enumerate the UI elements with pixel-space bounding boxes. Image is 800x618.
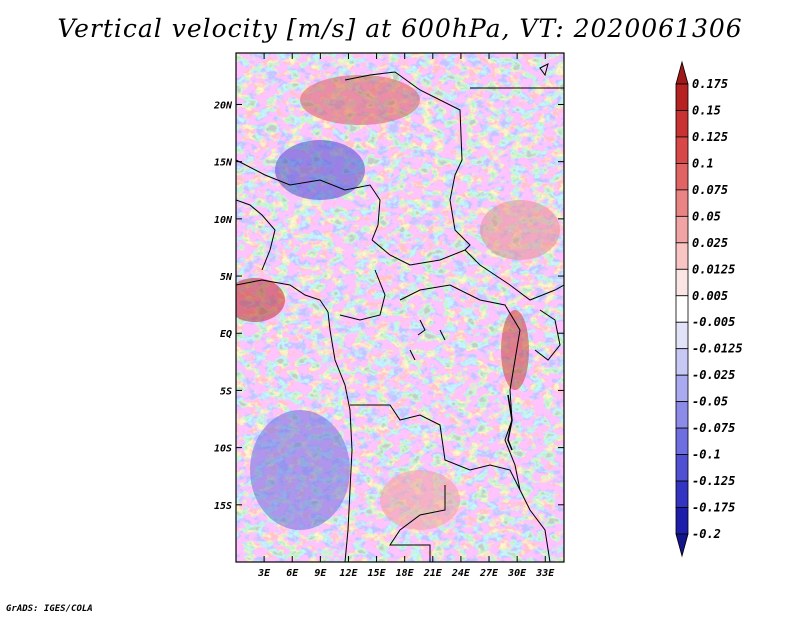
colorbar-label: -0.025 [692, 368, 735, 382]
colorbar-swatch [675, 83, 689, 111]
ascent-east-region [480, 200, 560, 260]
colorbar-label: -0.175 [692, 501, 735, 515]
boundary-sahel [236, 159, 381, 241]
lon-tick-label: 9E [314, 568, 327, 579]
map-frame [235, 52, 565, 563]
lon-tick-label: 33E [535, 568, 555, 579]
boundary-west-africa [236, 199, 276, 271]
colorbar-swatch [675, 60, 689, 85]
colorbar-label: -0.075 [692, 421, 735, 435]
country-boundaries [236, 63, 564, 562]
colorbar-swatch [675, 189, 689, 217]
colorbar-swatch [675, 507, 689, 535]
colorbar-swatch [675, 348, 689, 376]
boundary-namibia-zambia [389, 485, 446, 562]
lat-tick-label: 10N [214, 215, 233, 226]
colorbar-swatch [675, 163, 689, 191]
colorbar-label: 0.15 [692, 103, 721, 117]
colorbar-label: 0.1 [692, 156, 714, 170]
lat-tick-label: 15N [214, 158, 233, 169]
lon-tick-label: 15E [368, 568, 387, 579]
colorbar-swatch [675, 295, 689, 323]
grads-credit: GrADS: IGES/COLA [6, 604, 93, 614]
chart-title: Vertical velocity [m/s] at 600hPa, VT: 2… [57, 14, 743, 43]
lake-features [409, 319, 446, 361]
lon-tick-label: 12E [339, 568, 358, 579]
colorbar-swatch [675, 321, 689, 350]
colorbar-label: 0.05 [692, 209, 721, 223]
descent-south-atlantic [250, 410, 350, 530]
axis-ticks: 3E 6E 9E 12E 15E 18E 21E 24E 27E 30E 33E 20N 15N 10N 5… [213, 53, 564, 579]
colorbar-swatch [675, 401, 689, 429]
lon-tick-label: 3E [257, 568, 271, 579]
colorbar-swatch [675, 480, 689, 508]
lat-tick-label: 5S [220, 386, 232, 397]
field-highlights [236, 75, 560, 530]
boundary-east-africa [534, 309, 561, 361]
ascent-north-region [300, 75, 420, 125]
colorbar-label: -0.1 [692, 448, 721, 462]
colorbar-swatch [675, 454, 689, 482]
lat-tick-label: 15S [214, 501, 232, 512]
boundary-car-drc [399, 284, 521, 331]
boundary-rift [504, 329, 551, 562]
boundary-central-north [371, 239, 564, 301]
lat-tick-label: 10S [214, 444, 232, 455]
colorbar-swatch [675, 136, 689, 164]
ascent-great-lakes [501, 310, 529, 390]
colorbar-swatch [675, 533, 689, 558]
colorbar-swatch [675, 374, 689, 403]
lat-tick-label: EQ [220, 329, 232, 340]
lat-tick-label: 5N [220, 272, 233, 283]
colorbar-label: -0.2 [692, 527, 721, 541]
colorbar-swatch [675, 110, 689, 138]
coastline-west-central [327, 311, 353, 562]
colorbar-label: 0.075 [692, 183, 728, 197]
coastline-gulf-of-guinea [236, 279, 329, 313]
lat-tick-label: 20N [213, 100, 233, 111]
coast-feature-ne [539, 63, 549, 77]
ascent-southern-africa [380, 470, 460, 530]
lon-tick-label: 27E [479, 568, 499, 579]
colorbar-label: 0.005 [692, 289, 728, 303]
colorbar-label: -0.125 [692, 474, 735, 488]
lon-tick-label: 24E [451, 568, 471, 579]
colorbar-label: 0.125 [692, 130, 728, 144]
lon-tick-label: 18E [396, 568, 415, 579]
colorbar-label: 0.0125 [692, 262, 735, 276]
boundary-north-east [344, 71, 471, 251]
colorbar-label: -0.0125 [692, 342, 743, 356]
lon-tick-label: 6E [286, 568, 299, 579]
strong-ascent-guinea-coast [236, 278, 285, 322]
descent-sahel [275, 140, 365, 200]
colorbar-label: -0.05 [692, 395, 728, 409]
colorbar-label: -0.005 [692, 315, 735, 329]
colorbar-label: 0.175 [692, 77, 728, 91]
colorbar-swatch [675, 242, 689, 270]
colorbar-swatch [675, 268, 689, 297]
lon-tick-label: 21E [423, 568, 443, 579]
colorbar-swatch [675, 215, 689, 244]
map-area [236, 53, 564, 562]
boundary-angola-drc [350, 404, 521, 491]
colorbar-swatch [675, 427, 689, 455]
boundary-cameroon [339, 269, 386, 321]
colorbar: 0.175 0.15 0.125 0.1 0.075 0.05 0.025 0.0125 0.0… [675, 60, 743, 558]
colorbar-label: 0.025 [692, 236, 728, 250]
lon-tick-label: 30E [507, 568, 527, 579]
lake-tanganyika [507, 394, 513, 451]
